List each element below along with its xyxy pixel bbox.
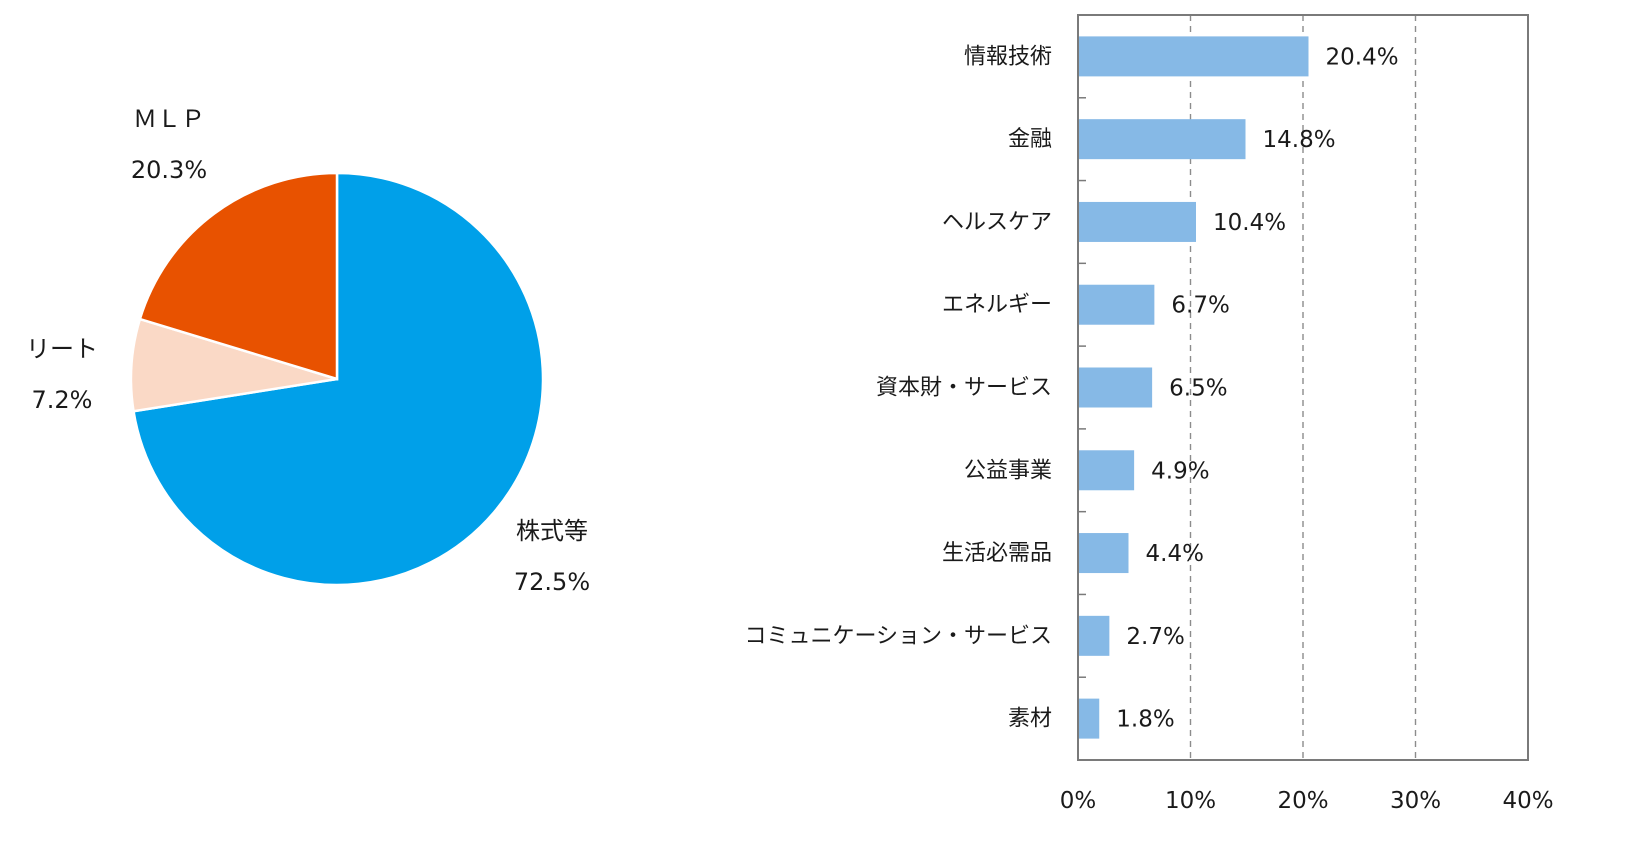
pie-slice [138,171,339,381]
x-tick-label: 10% [1165,788,1216,814]
x-tick-label: 0% [1060,788,1097,814]
pie-slice-label: 株式等 [516,517,588,545]
pie-slice [132,171,545,587]
category-label: 素材 [1008,707,1052,732]
bar-value-label: 10.4% [1213,210,1286,236]
bar-value-label: 6.5% [1169,376,1227,402]
category-label: 情報技術 [964,44,1052,69]
bar-value-label: 6.7% [1171,293,1229,319]
pie-slice-label: ＭＬＰ [133,105,205,133]
x-tick-label: 20% [1277,788,1328,814]
category-label: 金融 [1008,127,1052,152]
category-label: ヘルスケア [942,210,1052,235]
category-label: 資本財・サービス [876,376,1052,401]
bar-value-label: 1.8% [1116,707,1174,733]
pie-slice-label: リート [26,335,98,363]
bar [1079,201,1196,242]
bar [1079,36,1309,77]
bar-value-label: 14.8% [1263,127,1336,153]
bar [1079,615,1110,656]
bar [1079,450,1135,491]
category-label: 公益事業 [964,458,1052,483]
pie-slice-value-label: 7.2% [32,386,93,414]
bar-value-label: 4.4% [1146,541,1204,567]
pie-chart: 株式等 72.5% リート 7.2% ＭＬＰ 20.3% [26,105,590,596]
bar [1079,698,1100,739]
bar-chart: 0% 10% 20% 30% 40% 情報技術 20.4% 金融 14.8% ヘルスケア 10.4%… [744,14,1554,814]
bar [1079,284,1155,325]
pie-slice-value-label: 72.5% [514,568,590,596]
bar-value-label: 2.7% [1126,624,1184,650]
category-label: 生活必需品 [942,541,1052,566]
category-label: エネルギー [942,293,1052,318]
bar [1079,533,1129,574]
pie-slice-value-label: 20.3% [131,156,207,184]
bar [1079,119,1246,160]
bar [1079,367,1153,408]
x-tick-label: 40% [1502,788,1553,814]
bar-value-label: 4.9% [1151,458,1209,484]
plot-frame [1077,14,1529,761]
category-label: コミュニケーション・サービス [744,624,1052,649]
x-tick-label: 30% [1390,788,1441,814]
bar-value-label: 20.4% [1326,44,1399,70]
